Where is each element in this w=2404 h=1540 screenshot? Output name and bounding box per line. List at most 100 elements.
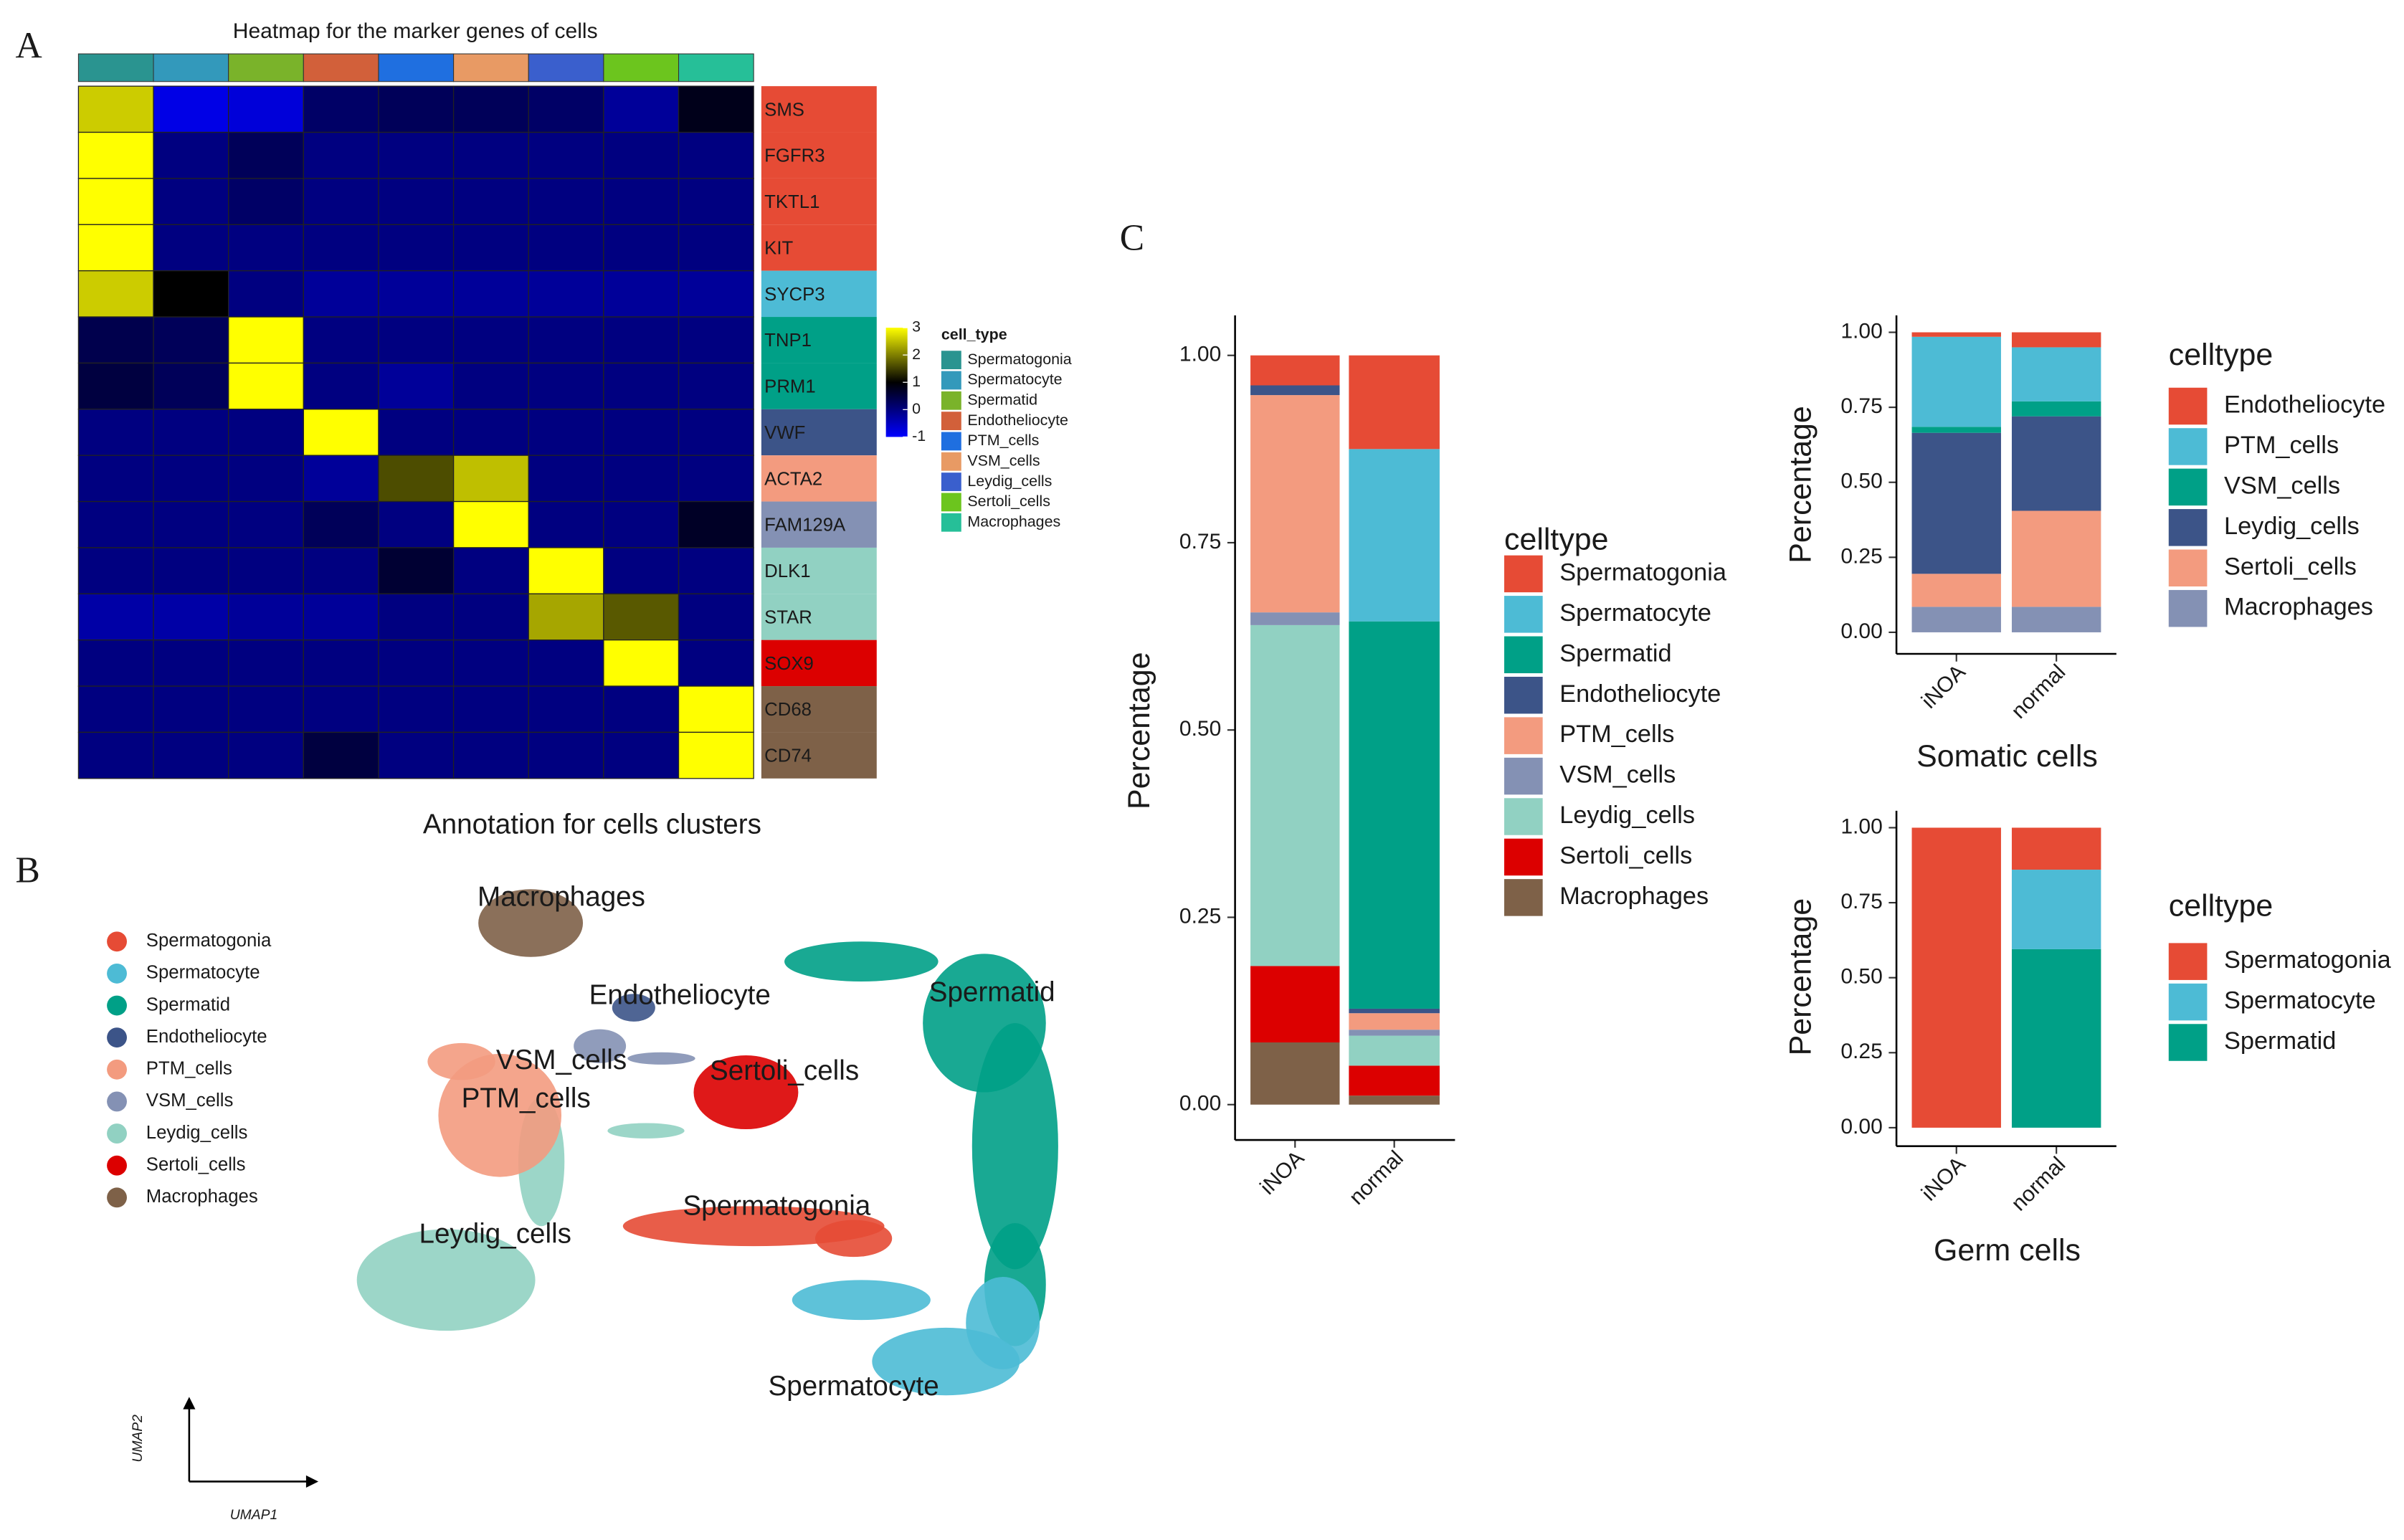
heatmap-cell	[452, 270, 529, 318]
heatmap-cell	[77, 131, 154, 179]
heatmap-cell	[528, 409, 604, 456]
legend-key	[941, 412, 961, 430]
heatmap-cell	[452, 362, 529, 410]
row-annotation	[761, 547, 877, 594]
legend-label: VSM_cells	[2224, 472, 2340, 499]
legend-label: Endotheliocyte	[1559, 680, 1721, 708]
x-axis-title: Somatic cells	[1916, 739, 2098, 774]
legend-label: Spermatid	[2224, 1027, 2336, 1055]
heatmap-cell	[303, 547, 379, 594]
panel-label: C	[1120, 218, 1144, 259]
cluster-label: VSM_cells	[496, 1045, 627, 1075]
heatmap-cell	[77, 500, 154, 548]
x-tick-label: iNOA	[1917, 1152, 1970, 1205]
y-tick-label: 0.25	[1179, 904, 1221, 928]
legend-key	[941, 391, 961, 410]
legend-key	[107, 1091, 127, 1112]
bar-segment	[2011, 332, 2101, 348]
heatmap-cell	[303, 409, 379, 456]
heatmap-cell	[528, 131, 604, 179]
legend-title: celltype	[1504, 523, 1608, 557]
cluster-label: Endotheliocyte	[589, 980, 771, 1011]
row-label: DLK1	[764, 561, 810, 581]
heatmap-cell	[228, 593, 304, 641]
legend-title: celltype	[2169, 338, 2273, 372]
heatmap-cell	[603, 409, 680, 456]
cluster-region	[612, 994, 655, 1022]
y-axis-title: Percentage	[1784, 406, 1818, 564]
legend-key	[107, 1027, 127, 1048]
y-tick-label: 0.00	[1840, 619, 1882, 643]
heatmap-cell	[378, 270, 455, 318]
colorbar-tick-label: -1	[912, 427, 926, 445]
heatmap-cell	[153, 455, 229, 503]
bar-segment	[2011, 870, 2101, 949]
heatmap-cell	[678, 362, 754, 410]
heatmap-cell	[678, 270, 754, 318]
bar-segment	[2011, 510, 2101, 607]
row-annotation	[761, 317, 877, 363]
panel-label: A	[15, 25, 42, 66]
y-tick-label: 1.00	[1840, 319, 1882, 343]
heatmap-cell	[77, 270, 154, 318]
bar-segment	[1911, 332, 2001, 337]
cluster-label: Spermatocyte	[769, 1371, 939, 1402]
heatmap-cell	[153, 500, 229, 548]
legend-key	[107, 1059, 127, 1080]
bar-segment	[1349, 1013, 1440, 1030]
bar-segment	[2011, 401, 2101, 417]
row-label: VWF	[764, 423, 805, 443]
legend-key	[1504, 757, 1543, 795]
legend-key	[941, 432, 961, 451]
heatmap-cell	[303, 85, 379, 133]
legend-label: Spermatogonia	[2224, 946, 2392, 974]
heatmap-cell	[678, 409, 754, 456]
heatmap-cell	[77, 316, 154, 364]
legend-label: Spermatogonia	[146, 931, 272, 951]
arrow-head	[183, 1397, 196, 1410]
legend-key	[2168, 428, 2208, 465]
legend-title: celltype	[2169, 888, 2273, 923]
legend-key	[1504, 636, 1543, 674]
heatmap-cell	[603, 455, 680, 503]
heatmap-cell	[77, 85, 154, 133]
bar-segment	[1250, 1042, 1340, 1105]
heatmap-cell	[153, 131, 229, 179]
heatmap-cell	[452, 316, 529, 364]
y-tick-label: 0.00	[1840, 1115, 1882, 1139]
heatmap-cell	[603, 270, 680, 318]
x-tick-label: normal	[2007, 660, 2070, 723]
cluster-label: PTM_cells	[462, 1083, 591, 1113]
heatmap-cell	[303, 500, 379, 548]
bar-segment	[2011, 827, 2101, 870]
bar-segment	[1250, 395, 1340, 613]
cluster-region	[438, 1053, 562, 1177]
heatmap-cell	[228, 409, 304, 456]
legend-key	[2168, 509, 2208, 546]
heatmap-cell	[303, 131, 379, 179]
heatmap-cell	[378, 593, 455, 641]
heatmap-cell	[528, 316, 604, 364]
row-label: CD74	[764, 746, 812, 766]
legend-key	[2168, 983, 2208, 1021]
legend-label: Spermatogonia	[1559, 559, 1727, 586]
legend-label: Macrophages	[2224, 594, 2373, 621]
column-annotation	[528, 53, 604, 82]
y-tick-label: 0.50	[1840, 965, 1882, 989]
heatmap-cell	[228, 131, 304, 179]
heatmap-cell	[528, 178, 604, 225]
row-annotation	[761, 409, 877, 456]
heatmap-cell	[528, 731, 604, 779]
heatmap-cell	[378, 131, 455, 179]
y-tick-label: 0.75	[1840, 394, 1882, 418]
heatmap-cell	[228, 178, 304, 225]
legend-label: Spermatogonia	[967, 351, 1071, 368]
y-axis-title: Percentage	[1784, 898, 1818, 1056]
legend-key	[1504, 879, 1543, 916]
heatmap-cell	[378, 85, 455, 133]
cluster-region	[792, 1280, 931, 1321]
heatmap-cell	[603, 178, 680, 225]
axis-label: UMAP1	[230, 1508, 277, 1523]
row-label: PRM1	[764, 377, 815, 397]
